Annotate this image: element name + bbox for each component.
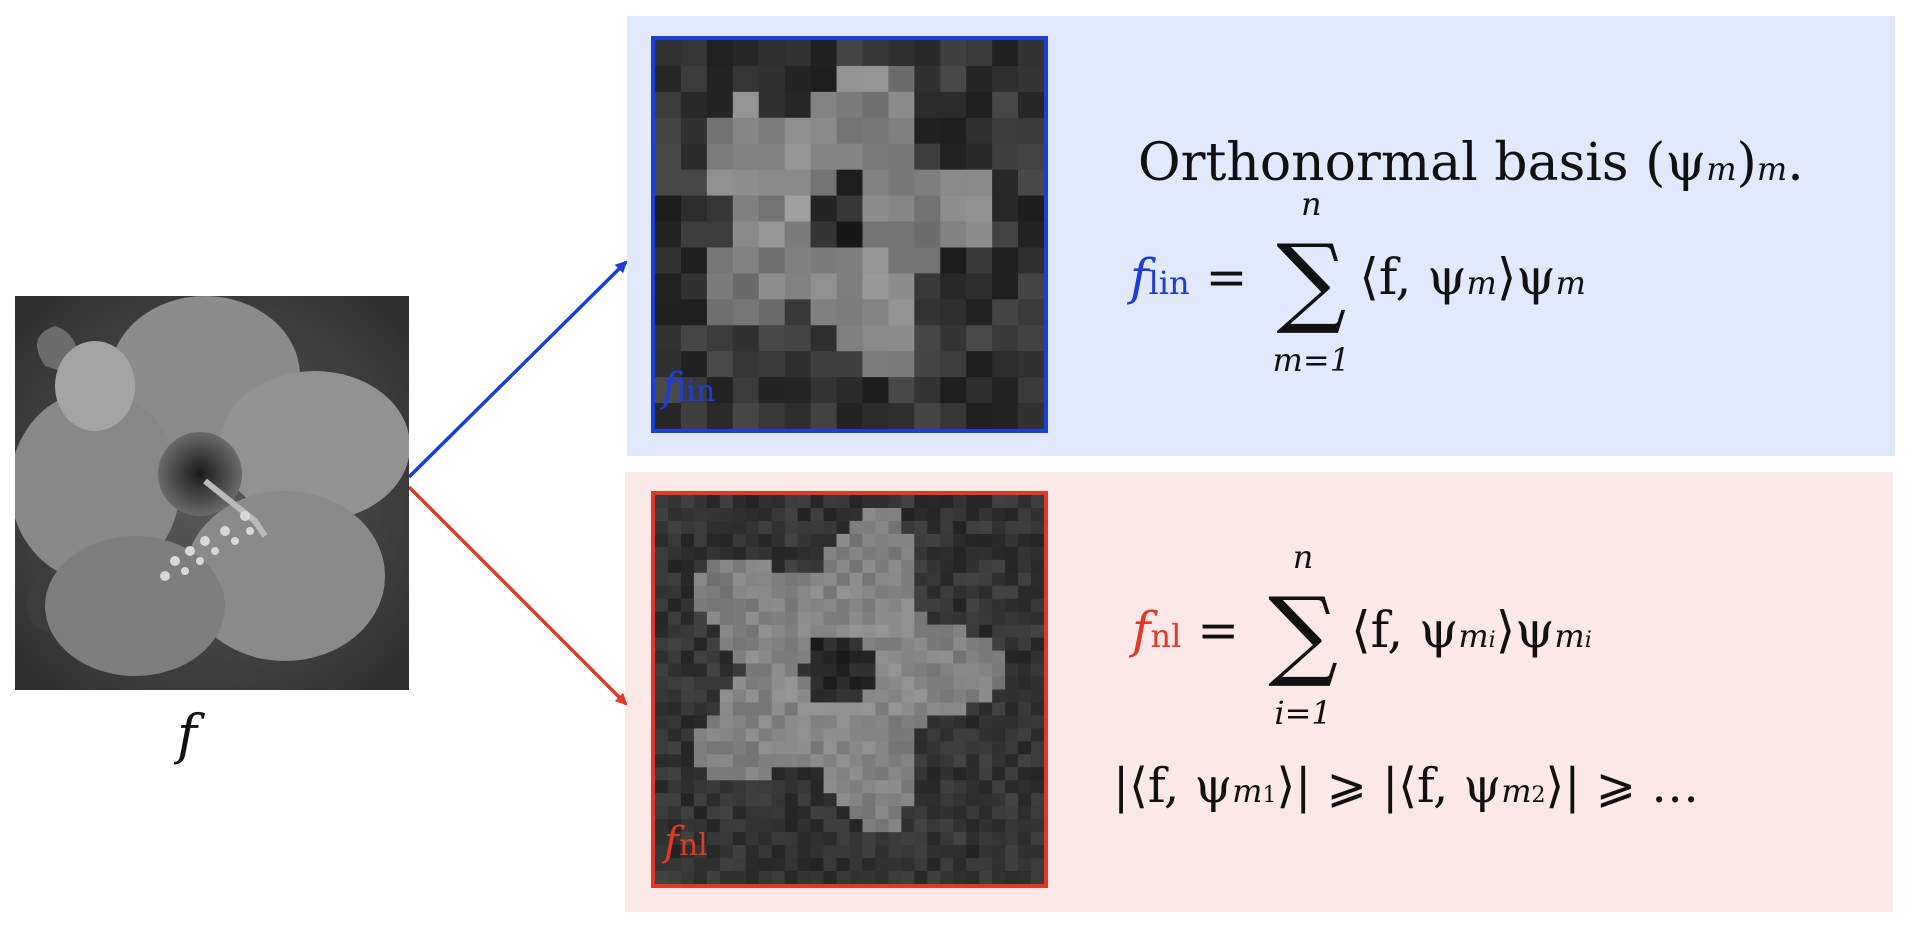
linear-approximation-equation: flin = n ∑ m=1 ⟨f, ψm⟩ψm [1130,185,1586,379]
orthonormal-basis-title: Orthonormal basis (ψm)m. [1138,133,1804,193]
arrow-to-linear [407,260,628,479]
coefficient-ordering-inequality: |⟨f, ψm1⟩| ⩾ |⟨f, ψm2⟩| ⩾ … [1113,758,1700,814]
nonlinear-image-label: fnl [664,819,708,865]
original-flower-image [15,296,409,690]
linear-approximation-image [651,36,1048,433]
original-image-label: f [177,703,197,766]
arrow-to-nonlinear [407,485,628,706]
nonlinear-approximation-equation: fnl = n ∑ i=1 ⟨f, ψmi⟩ψmi [1132,538,1592,732]
summation-symbol: n ∑ m=1 [1272,185,1351,379]
nonlinear-approximation-image [651,491,1048,888]
summation-symbol: n ∑ i=1 [1268,538,1339,732]
linear-image-label: flin [662,365,716,411]
